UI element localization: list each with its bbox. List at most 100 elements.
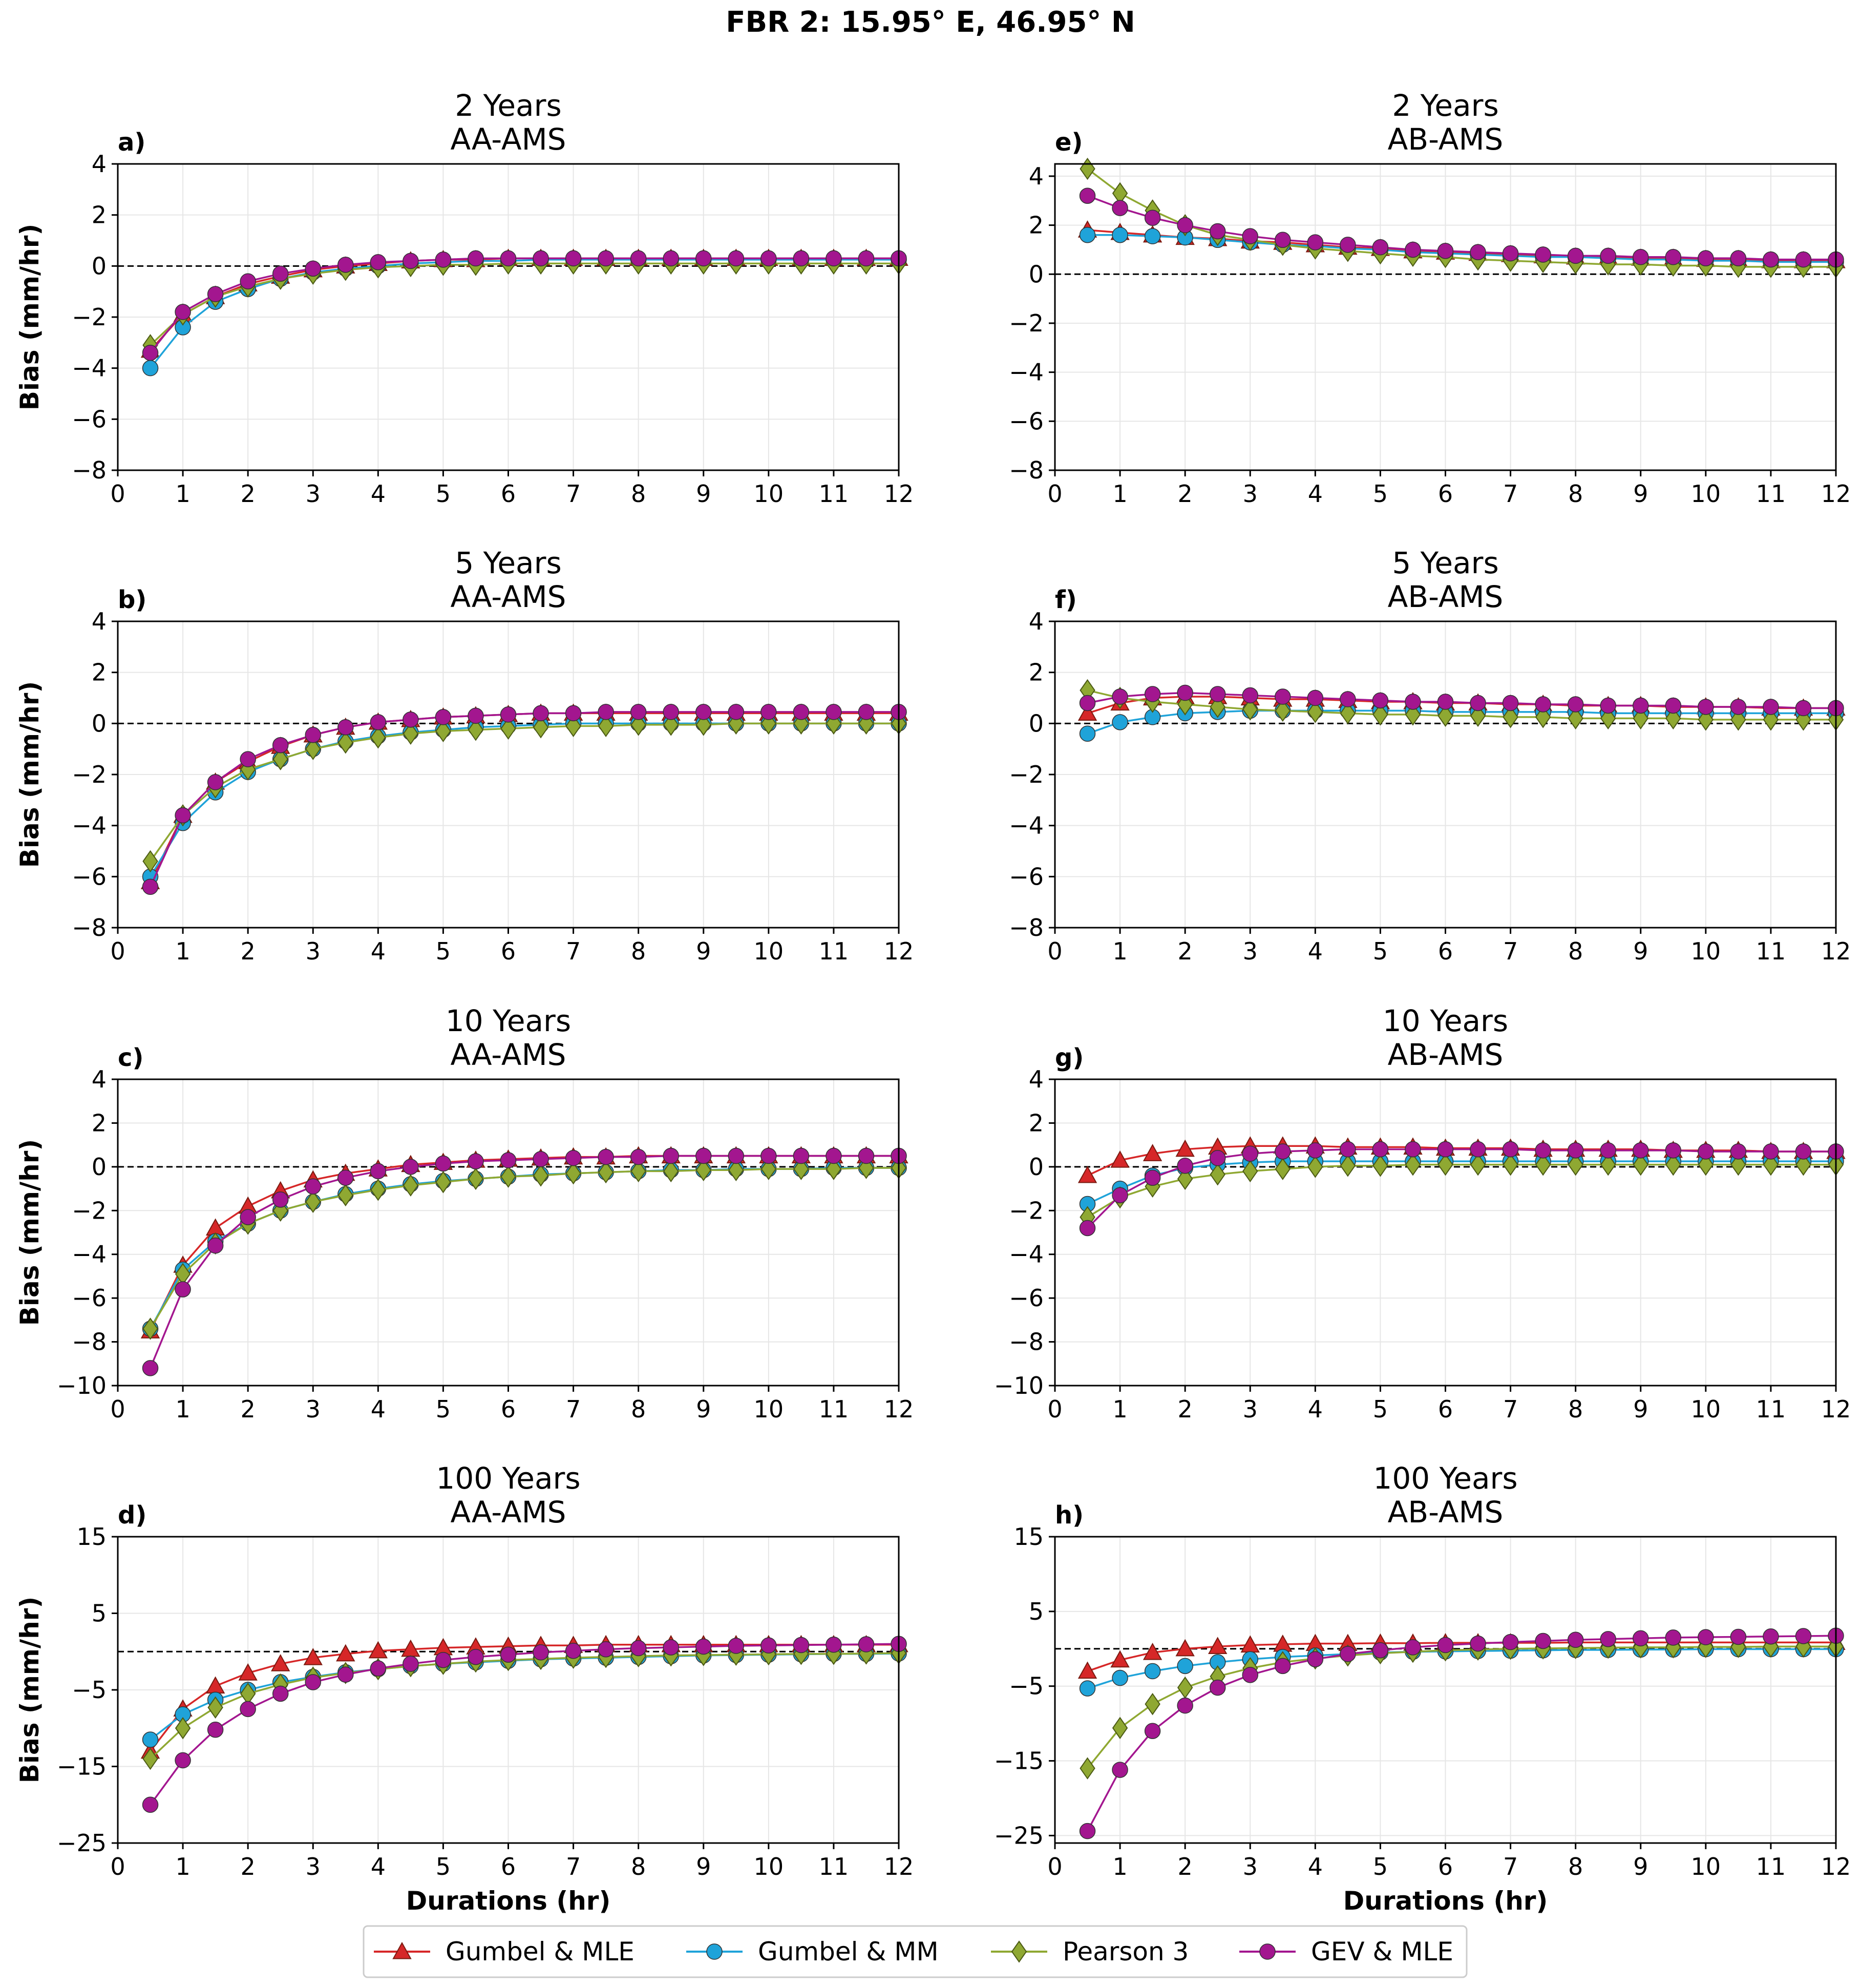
x-tick-label: 4 — [371, 1853, 386, 1880]
data-point-gev-mle — [1730, 250, 1747, 266]
data-point-gev-mle — [175, 1752, 191, 1769]
series-pearson-3 — [142, 712, 907, 873]
data-point-pearson-3 — [1698, 1153, 1714, 1176]
series-line-gev-mle — [149, 1155, 899, 1369]
x-tick-label: 6 — [501, 1395, 516, 1423]
x-tick-label: 8 — [631, 1395, 646, 1423]
data-point-gev-mle — [826, 1637, 842, 1653]
panel-letter: b) — [118, 585, 146, 614]
data-point-gev-mle — [1112, 1187, 1128, 1204]
y-tick-label: −15 — [994, 1747, 1044, 1775]
data-point-gev-mle — [370, 1660, 387, 1677]
y-tick-label: −2 — [1009, 309, 1044, 337]
data-point-pearson-3 — [1698, 708, 1714, 731]
y-tick-label: 0 — [1029, 1153, 1044, 1181]
x-tick-label: 11 — [1756, 937, 1786, 965]
x-tick-label: 3 — [1243, 1395, 1258, 1423]
data-point-gumbel-mle — [303, 1648, 323, 1665]
data-point-gev-mle — [858, 1147, 875, 1164]
data-point-pearson-3 — [793, 1158, 809, 1180]
legend-marker — [1259, 1943, 1276, 1960]
data-point-pearson-3 — [1177, 1676, 1193, 1699]
x-tick-label: 4 — [1308, 1853, 1323, 1880]
data-point-gev-mle — [207, 1721, 224, 1738]
data-point-gev-mle — [1079, 1220, 1096, 1237]
y-tick-label: −4 — [72, 812, 107, 840]
data-point-gumbel-mle — [368, 1641, 388, 1659]
data-point-gev-mle — [630, 1640, 647, 1657]
data-point-gev-mle — [175, 304, 191, 320]
data-point-gev-mle — [793, 250, 810, 267]
series-gev-mle — [142, 1147, 907, 1376]
data-point-gev-mle — [728, 1638, 745, 1654]
data-point-gev-mle — [403, 712, 419, 728]
data-point-pearson-3 — [533, 716, 549, 739]
x-tick-label: 1 — [1112, 480, 1127, 508]
panel-subtitle: AA-AMS — [451, 579, 566, 614]
series-pearson-3 — [142, 1642, 907, 1770]
data-point-gumbel-mle — [1143, 1643, 1162, 1660]
data-point-pearson-3 — [370, 726, 386, 749]
data-point-gev-mle — [1730, 699, 1747, 715]
data-point-gev-mle — [630, 704, 647, 720]
data-point-gev-mle — [533, 1644, 549, 1661]
data-point-gev-mle — [663, 1147, 679, 1164]
series-line-gumbel-mm — [150, 1652, 899, 1741]
data-point-pearson-3 — [337, 731, 354, 754]
data-point-gev-mle — [435, 709, 452, 725]
series-gumbel-mle — [1077, 1633, 1846, 1679]
data-point-gev-mle — [1405, 241, 1421, 258]
data-point-gev-mle — [858, 1636, 875, 1652]
x-tick-label: 9 — [1633, 1853, 1648, 1880]
data-point-pearson-3 — [1242, 698, 1258, 721]
x-tick-label: 6 — [501, 1853, 516, 1880]
data-point-gev-mle — [1567, 1142, 1584, 1159]
x-tick-label: 5 — [436, 1395, 451, 1423]
data-point-gev-mle — [175, 1281, 191, 1298]
data-point-gev-mle — [728, 704, 745, 720]
data-point-gev-mle — [1209, 1679, 1226, 1696]
data-point-gev-mle — [403, 253, 419, 269]
data-point-gev-mle — [1795, 1143, 1812, 1160]
data-point-gev-mle — [435, 252, 452, 268]
data-point-gev-mle — [1437, 1637, 1454, 1654]
data-point-gev-mle — [175, 807, 191, 824]
data-point-gev-mle — [630, 1148, 647, 1165]
x-tick-label: 2 — [241, 1395, 256, 1423]
y-tick-label: 4 — [92, 1065, 107, 1093]
data-point-gev-mle — [565, 1643, 582, 1659]
data-point-pearson-3 — [598, 1161, 614, 1184]
data-point-pearson-3 — [826, 1158, 842, 1180]
data-point-gev-mle — [663, 250, 679, 267]
x-tick-label: 9 — [696, 937, 711, 965]
x-axis-label: Durations (hr) — [406, 1886, 611, 1916]
data-point-pearson-3 — [500, 1165, 516, 1188]
data-point-gev-mle — [500, 706, 517, 723]
y-axis-label: Bias (mm/hr) — [15, 681, 45, 868]
y-tick-label: 0 — [1029, 260, 1044, 288]
data-point-gumbel-mm — [1112, 1669, 1128, 1686]
data-point-gev-mle — [826, 704, 842, 720]
legend-entry-pearson-3: Pearson 3 — [991, 1937, 1189, 1966]
y-tick-label: 2 — [1029, 1109, 1044, 1137]
data-point-gev-mle — [760, 704, 777, 720]
x-tick-label: 0 — [110, 1395, 125, 1423]
data-point-gev-mle — [1340, 1646, 1356, 1662]
y-tick-label: −4 — [72, 354, 107, 382]
series-gumbel-mm — [1079, 226, 1844, 270]
data-point-gev-mle — [1502, 245, 1519, 262]
panel-letter: a) — [118, 128, 145, 157]
data-point-gev-mle — [337, 1169, 354, 1186]
data-point-gev-mle — [1437, 243, 1454, 259]
data-point-gumbel-mm — [1177, 1658, 1193, 1675]
x-tick-label: 0 — [1047, 1395, 1062, 1423]
x-tick-label: 10 — [754, 1395, 784, 1423]
data-point-gev-mle — [1275, 1143, 1291, 1160]
x-tick-label: 12 — [884, 480, 914, 508]
data-point-gev-mle — [1275, 1658, 1291, 1675]
data-point-pearson-3 — [1307, 1156, 1323, 1178]
legend-label: GEV & MLE — [1311, 1937, 1453, 1966]
